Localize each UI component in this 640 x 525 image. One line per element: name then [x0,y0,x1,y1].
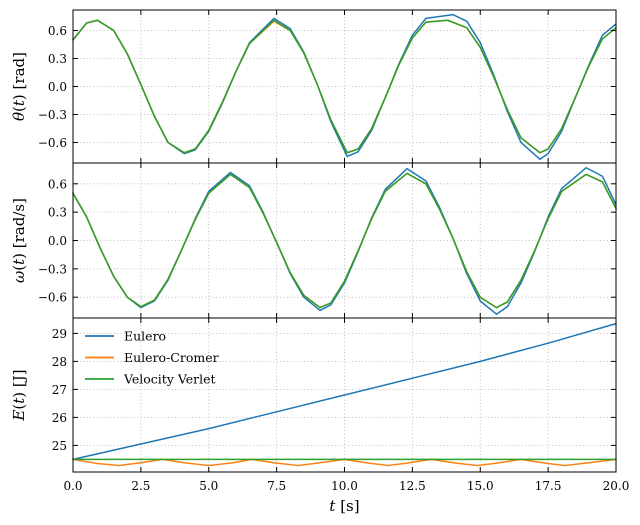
xtick-label-5: 12.5 [399,479,426,493]
ytick-label-omega-4: 0.6 [48,177,67,191]
grid-theta [73,10,616,163]
panel-omega: −0.6 −0.3 0.0 0.3 0.6 ω(t) [rad/s] [10,162,617,319]
xtick-label-7: 17.5 [535,479,562,493]
xtick-label-2: 5.0 [199,479,218,493]
legend: Eulero Eulero-Cromer Velocity Verlet [85,329,219,387]
ticks-energy [72,318,617,472]
ytick-label-energy-2: 27 [52,383,67,397]
series-omega-2 [72,172,617,309]
ytick-label-theta-3: 0.3 [48,52,67,66]
ytick-label-theta-2: 0.0 [48,80,67,94]
series-energy-0 [72,322,617,461]
xtick-label-6: 15.0 [467,479,494,493]
ticks-theta [72,10,617,163]
ytick-label-omega-1: −0.3 [38,262,67,276]
ytick-label-energy-4: 29 [52,327,67,341]
xtick-label-3: 7.5 [267,479,286,493]
legend-label-0: Eulero [124,329,166,344]
panel-theta: −0.6 −0.3 0.0 0.3 0.6 θ(t) [rad] [10,9,617,164]
panel-energy: 25 26 27 28 29 0.0 2.5 5.0 7.5 10.0 12.5 15.0 17.5 20… [10,317,630,515]
xtick-label-1: 2.5 [131,479,150,493]
ticks-omega [72,163,617,318]
ytick-label-omega-2: 0.0 [48,234,67,248]
ylabel-energy: E(t) [J] [10,369,28,421]
series-theta-0 [72,13,617,161]
xlabel: t [s] [329,497,359,515]
ytick-label-theta-4: 0.6 [48,24,67,38]
grid-omega [73,163,616,318]
series-theta-2 [72,19,617,154]
ytick-label-omega-3: 0.3 [48,206,67,220]
ytick-label-energy-1: 26 [52,411,67,425]
legend-label-2: Velocity Verlet [123,372,216,387]
panels: −0.6 −0.3 0.0 0.3 0.6 θ(t) [rad] −0.6 −0.3 0.0 0.… [10,9,630,515]
grid-energy [73,318,616,472]
ytick-label-energy-0: 25 [52,439,67,453]
xtick-label-4: 10.0 [331,479,358,493]
legend-label-1: Eulero-Cromer [124,350,219,365]
frame-omega [72,162,617,319]
xtick-label-0: 0.0 [63,479,82,493]
ytick-label-theta-1: −0.3 [38,108,67,122]
series-omega-1 [72,172,617,309]
xtick-label-8: 20.0 [603,479,630,493]
ytick-label-energy-3: 28 [52,355,67,369]
ylabel-omega: ω(t) [rad/s] [10,198,28,283]
ytick-label-omega-0: −0.6 [38,291,67,305]
ytick-label-theta-0: −0.6 [38,136,67,150]
ylabel-theta: θ(t) [rad] [10,52,28,121]
